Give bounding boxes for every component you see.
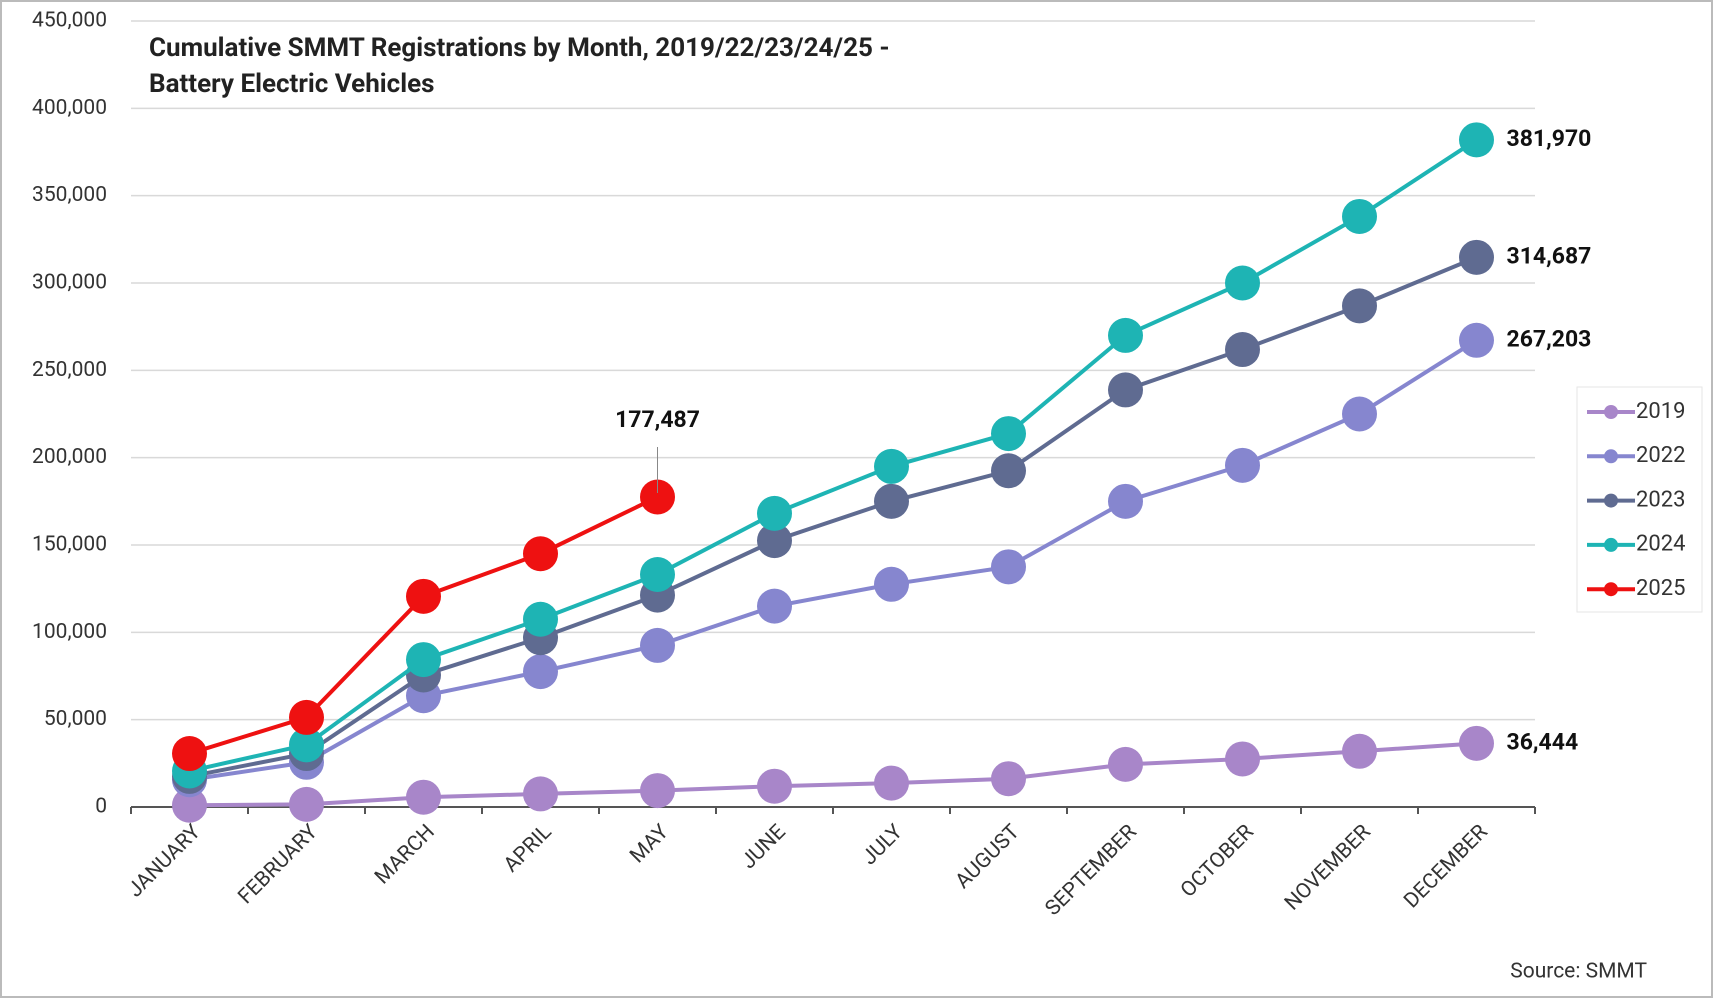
data-label: 177,487: [615, 406, 700, 433]
data-point: [1108, 317, 1143, 353]
data-point: [640, 627, 675, 663]
legend-marker: [1604, 449, 1618, 464]
data-point: [874, 448, 909, 484]
data-point: [289, 727, 324, 763]
y-tick-label: 150,000: [32, 533, 107, 557]
y-tick-label: 250,000: [32, 358, 107, 382]
data-point: [757, 495, 792, 531]
data-point: [874, 765, 909, 801]
data-point: [1225, 332, 1260, 368]
data-point: [1108, 372, 1143, 408]
legend-label: 2019: [1636, 399, 1685, 424]
data-point: [1342, 288, 1377, 324]
legend-label: 2022: [1636, 443, 1685, 468]
data-point: [757, 523, 792, 559]
data-label: 381,970: [1507, 125, 1592, 152]
data-point: [523, 654, 558, 690]
legend-marker: [1604, 493, 1618, 508]
y-tick-label: 200,000: [32, 445, 107, 469]
data-point: [991, 549, 1026, 585]
data-label: 36,444: [1507, 728, 1579, 755]
data-point: [289, 786, 324, 822]
legend-marker: [1604, 537, 1618, 552]
data-label: 267,203: [1507, 325, 1592, 352]
data-point: [172, 787, 207, 823]
data-point: [1225, 447, 1260, 483]
y-tick-label: 50,000: [44, 707, 107, 731]
chart-title: Battery Electric Vehicles: [149, 69, 434, 99]
chart-title: Cumulative SMMT Registrations by Month, …: [149, 33, 890, 63]
data-point: [991, 416, 1026, 452]
data-point: [757, 768, 792, 804]
legend-label: 2023: [1636, 487, 1685, 512]
data-point: [874, 566, 909, 602]
y-tick-label: 100,000: [32, 620, 107, 644]
legend-label: 2025: [1636, 576, 1685, 601]
data-point: [1459, 725, 1494, 761]
series-line: [189, 138, 1478, 773]
y-tick-label: 350,000: [32, 183, 107, 207]
data-label: 314,687: [1507, 242, 1592, 269]
series-line: [189, 255, 1478, 779]
data-point: [406, 578, 441, 614]
legend-marker: [1604, 582, 1618, 597]
data-point: [640, 773, 675, 809]
y-tick-label: 300,000: [32, 271, 107, 295]
data-point: [523, 776, 558, 812]
data-point: [523, 536, 558, 572]
data-point: [640, 557, 675, 593]
data-point: [289, 699, 324, 735]
y-tick-label: 450,000: [32, 9, 107, 33]
data-point: [1108, 483, 1143, 519]
data-point: [1342, 396, 1377, 432]
data-point: [1342, 733, 1377, 769]
y-tick-label: 400,000: [32, 96, 107, 120]
y-tick-label: 0: [95, 795, 107, 819]
data-point: [1108, 746, 1143, 782]
series-line: [189, 741, 1477, 808]
series-line: [189, 338, 1478, 782]
source-note: Source: SMMT: [1510, 960, 1647, 984]
data-point: [523, 601, 558, 637]
data-point: [757, 588, 792, 624]
data-point: [1225, 265, 1260, 301]
data-point: [1342, 198, 1377, 234]
data-point: [640, 479, 675, 515]
data-point: [1459, 122, 1494, 158]
data-point: [406, 642, 441, 678]
data-point: [1459, 322, 1494, 358]
data-point: [172, 736, 207, 772]
data-point: [1225, 741, 1260, 777]
data-point: [1459, 239, 1494, 275]
data-point: [991, 761, 1026, 797]
data-point: [874, 483, 909, 519]
data-point: [991, 453, 1026, 489]
legend-marker: [1604, 405, 1618, 419]
legend-label: 2024: [1636, 532, 1685, 557]
data-point: [406, 779, 441, 815]
